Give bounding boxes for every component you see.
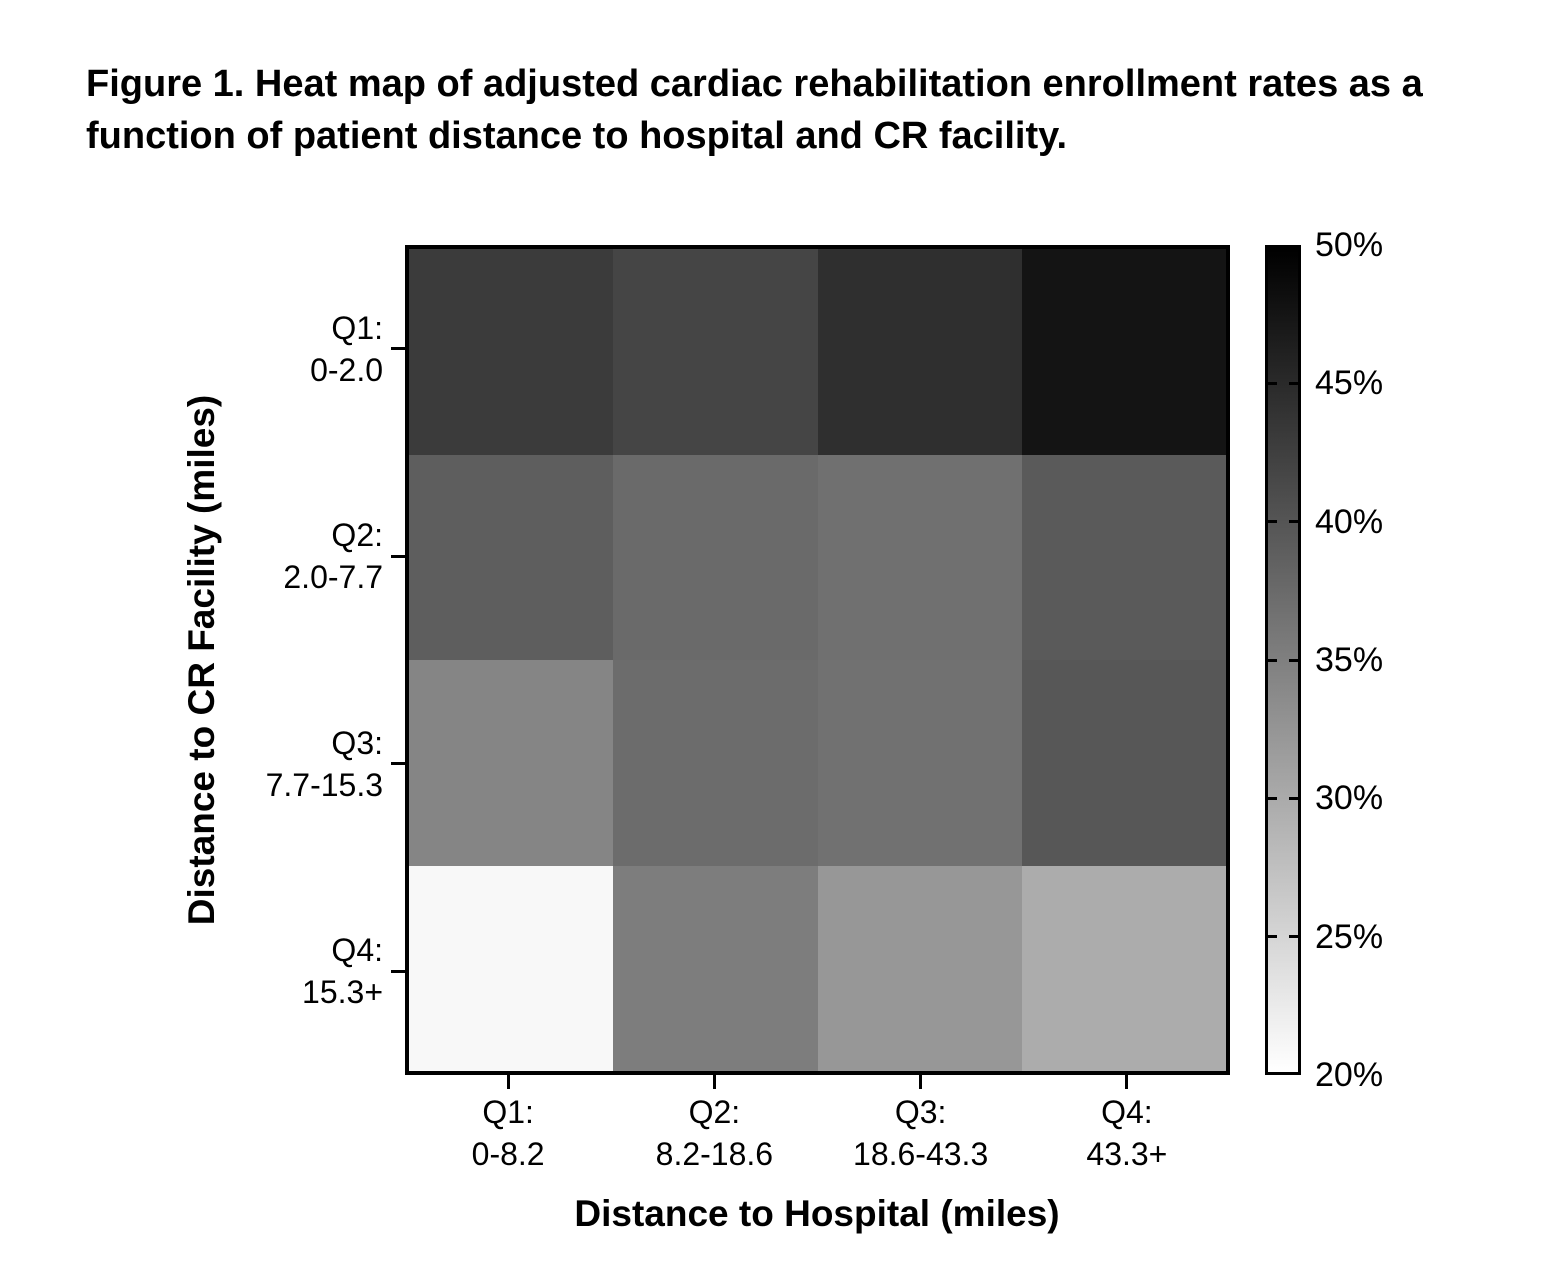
y-tick-mark-1 bbox=[391, 347, 405, 351]
y-tick-mark-4 bbox=[391, 969, 405, 973]
colorbar-tick-label-6: 25% bbox=[1315, 917, 1384, 956]
y-tick-label-4: Q4: 15.3+ bbox=[302, 932, 383, 1011]
x-axis-title: Distance to Hospital (miles) bbox=[574, 1193, 1060, 1234]
y-tick-mark-2 bbox=[391, 554, 405, 558]
heatmap-cell-r3-c2 bbox=[613, 660, 818, 866]
heatmap-cell-r2-c2 bbox=[613, 454, 818, 660]
heatmap-cell-r1-c1 bbox=[409, 249, 614, 455]
x-tick-label-1: Q1: 0-8.2 bbox=[471, 1094, 545, 1172]
colorbar-tick-label-4: 35% bbox=[1315, 641, 1384, 679]
colorbar-tick-right-3 bbox=[1289, 520, 1298, 524]
y-tick-mark-3 bbox=[391, 762, 405, 766]
heatmap-grid bbox=[409, 249, 1226, 1071]
heatmap-cell-r1-c3 bbox=[817, 249, 1022, 455]
colorbar-tick-right-4 bbox=[1289, 658, 1298, 662]
y-tick-label-2: Q2: 2.0-7.7 bbox=[283, 517, 383, 596]
heatmap-cell-r2-c4 bbox=[1021, 454, 1226, 660]
x-tick-mark-1 bbox=[506, 1075, 510, 1089]
colorbar-tick-left-3 bbox=[1268, 520, 1277, 524]
colorbar-tick-left-4 bbox=[1268, 658, 1277, 662]
heatmap-cell-r2-c1 bbox=[409, 454, 614, 660]
y-tick-label-1: Q1: 0-2.0 bbox=[310, 309, 383, 388]
x-tick-label-4: Q4: 43.3+ bbox=[1086, 1094, 1168, 1172]
heatmap-cell-r1-c2 bbox=[613, 249, 818, 455]
colorbar-tick-label-3: 40% bbox=[1315, 502, 1384, 541]
colorbar-tick-label-2: 45% bbox=[1315, 364, 1384, 403]
colorbar-tick-left-6 bbox=[1268, 935, 1277, 939]
x-tick-mark-2 bbox=[712, 1075, 716, 1089]
heatmap-cell-r1-c4 bbox=[1021, 249, 1226, 455]
heatmap-cell-r3-c1 bbox=[409, 660, 614, 866]
colorbar-tick-label-5: 30% bbox=[1315, 779, 1384, 818]
x-tick-mark-4 bbox=[1125, 1075, 1129, 1089]
heatmap-cell-r3-c4 bbox=[1021, 660, 1226, 866]
x-tick-mark-3 bbox=[919, 1075, 923, 1089]
y-tick-label-3: Q3: 7.7-15.3 bbox=[265, 724, 383, 803]
colorbar-tick-right-6 bbox=[1289, 935, 1298, 939]
colorbar-tick-right-2 bbox=[1289, 381, 1298, 385]
colorbar-tick-left-2 bbox=[1268, 381, 1277, 385]
heatmap-cell-r2-c3 bbox=[817, 454, 1022, 660]
heatmap-cell-r4-c2 bbox=[613, 865, 818, 1071]
colorbar-tick-label-7: 20% bbox=[1315, 1056, 1384, 1094]
heatmap-cell-r3-c3 bbox=[817, 660, 1022, 866]
figure-title: Figure 1. Heat map of adjusted cardiac r… bbox=[86, 63, 1423, 158]
heatmap-cell-r4-c1 bbox=[409, 865, 614, 1071]
heatmap-cell-r4-c4 bbox=[1021, 865, 1226, 1071]
colorbar-tick-left-5 bbox=[1268, 796, 1277, 800]
heatmap-cell-r4-c3 bbox=[817, 865, 1022, 1071]
colorbar-tick-right-5 bbox=[1289, 796, 1298, 800]
colorbar-tick-label-1: 50% bbox=[1315, 226, 1384, 264]
x-tick-label-3: Q3: 18.6-43.3 bbox=[853, 1094, 989, 1172]
heatmap-plot bbox=[405, 245, 1230, 1075]
x-tick-label-2: Q2: 8.2-18.6 bbox=[655, 1094, 774, 1172]
